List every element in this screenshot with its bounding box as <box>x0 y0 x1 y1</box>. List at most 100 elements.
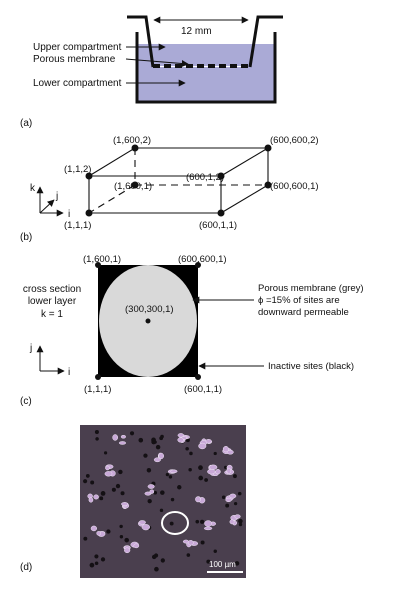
corner-label: (1,1,1) <box>64 220 91 231</box>
cell-blob <box>133 543 140 549</box>
section-line: cross section <box>23 284 81 295</box>
pore-dot <box>100 491 106 496</box>
panel-d: 100 µm (d) <box>20 425 246 578</box>
cell-blob <box>207 469 216 475</box>
membrane-arrow <box>125 58 189 67</box>
pore-dot <box>103 451 108 455</box>
axis-k-label: k <box>30 183 36 194</box>
axis-j-label: j <box>29 343 32 354</box>
pore-dot <box>94 430 99 435</box>
corner-label: (1,600,1) <box>83 254 121 265</box>
corner-dot <box>195 374 201 380</box>
pore-dot <box>83 536 88 541</box>
pore-dot <box>159 436 164 441</box>
pore-dot <box>106 529 111 534</box>
axis-j-arrow <box>39 199 55 214</box>
pore-dot <box>223 465 228 469</box>
corner-dot <box>195 262 201 268</box>
cell-blob <box>104 471 113 477</box>
pore-dot <box>195 519 200 524</box>
cell-blob <box>229 519 235 525</box>
pore-dot <box>143 453 148 458</box>
pore-dot <box>155 444 161 450</box>
cell-blob <box>177 433 185 438</box>
pore-dot <box>189 451 193 456</box>
pore-dot <box>221 495 226 500</box>
pore-dot <box>100 557 106 562</box>
corner-dot <box>85 172 93 180</box>
cell-blob <box>195 496 201 503</box>
pore-dot <box>151 554 157 560</box>
pore-dot <box>177 485 182 490</box>
pore-dot <box>147 498 152 504</box>
cell-blob <box>198 442 207 450</box>
axis-j-label: j <box>55 191 58 202</box>
pore-dot <box>85 474 90 478</box>
cell-blob <box>209 464 218 470</box>
cell-blob <box>182 539 189 544</box>
insert-wall-left <box>127 15 155 68</box>
cell-blob <box>147 484 155 489</box>
panel-b: (1,600,2) (600,600,2) (1,1,2) (600,1,2) … <box>20 135 319 243</box>
pore-dot <box>115 483 121 489</box>
corner-label: (1,1,1) <box>84 384 111 395</box>
cell-blob <box>215 469 221 475</box>
pore-dot <box>99 496 104 501</box>
pore-dot <box>225 503 230 508</box>
corner-label: (1,600,1) <box>114 181 152 192</box>
corner-dot <box>95 262 101 268</box>
pore-dot <box>165 473 169 477</box>
cell-blob <box>234 514 241 519</box>
pore-dot <box>238 518 243 524</box>
corner-label: (600,600,1) <box>178 254 227 265</box>
cell-blob <box>96 531 101 536</box>
corner-label: (600,1,1) <box>184 384 222 395</box>
pore-dot <box>232 474 237 479</box>
cell-blob <box>229 493 237 499</box>
center-dot <box>145 318 151 324</box>
cell-blob <box>149 489 155 494</box>
membrane-label: ϕ =15% of sites are <box>258 295 340 306</box>
corner-dot <box>217 209 225 217</box>
cell-blob <box>153 457 161 463</box>
pore-dot <box>124 537 130 543</box>
cell-blob <box>118 441 127 445</box>
cell-blob <box>226 467 232 474</box>
axis-i-label: i <box>68 209 70 220</box>
pore-dot <box>185 446 189 451</box>
pore-dot <box>186 553 191 557</box>
corner-dot <box>85 209 93 217</box>
cell-blob <box>222 445 229 453</box>
pore-dot <box>200 540 205 545</box>
cell-blob <box>90 525 97 532</box>
pore-dot <box>111 487 116 492</box>
corner-label: (600,1,1) <box>199 220 237 231</box>
hidden-edges <box>88 148 268 214</box>
pore-dot <box>233 501 238 506</box>
pore-dot <box>119 524 123 529</box>
pore-dot <box>213 451 217 456</box>
pore-dot <box>94 554 99 559</box>
center-label: (300,300,1) <box>125 304 174 315</box>
pore-dot <box>153 490 158 495</box>
pore-dot <box>94 561 99 566</box>
lower-compartment-label: Lower compartment <box>33 78 122 89</box>
micrograph <box>80 425 246 578</box>
cell-blob <box>177 437 184 443</box>
cell-blob <box>124 547 131 554</box>
pore-dot <box>213 549 217 553</box>
pore-dot <box>238 522 243 527</box>
cell-blob <box>93 494 99 500</box>
pore-dot <box>169 521 174 526</box>
corner-dot <box>264 181 272 189</box>
pore-dot <box>118 469 123 475</box>
section-line: k = 1 <box>41 309 63 320</box>
pore-dot <box>198 475 204 481</box>
pore-dot <box>151 437 156 443</box>
cells <box>87 433 241 554</box>
upper-liquid <box>145 44 253 66</box>
corner-label: (1,600,2) <box>113 135 151 146</box>
corner-label: (600,600,2) <box>270 135 319 146</box>
pore-dot <box>237 491 242 496</box>
